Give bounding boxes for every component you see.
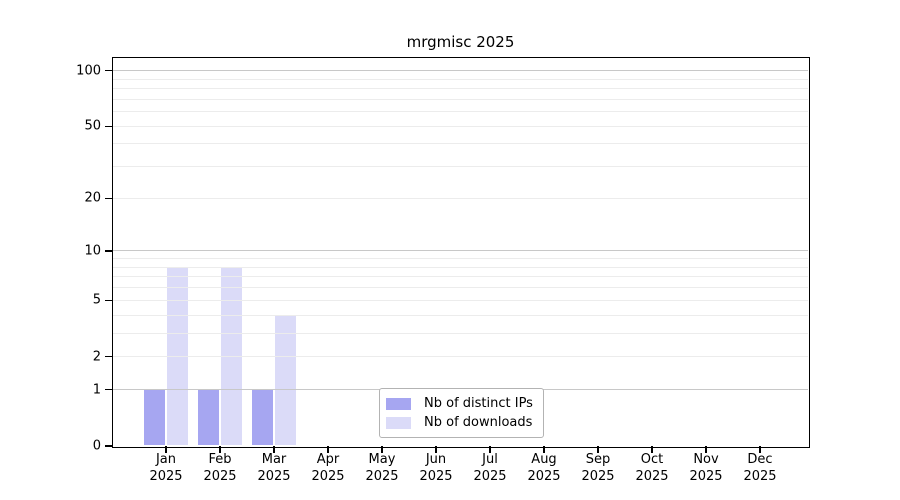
minor-gridline xyxy=(113,98,808,100)
y-tick xyxy=(105,299,113,301)
axis-frame xyxy=(111,56,810,448)
x-tick-year: 2025 xyxy=(311,469,345,484)
minor-gridline xyxy=(113,78,808,80)
x-tick-year: 2025 xyxy=(203,469,237,484)
y-tick-label: 20 xyxy=(84,190,101,206)
x-tick-year: 2025 xyxy=(365,469,399,484)
x-tick xyxy=(759,446,761,453)
legend-item-distinct-ips: Nb of distinct IPs xyxy=(386,396,543,411)
x-tick xyxy=(435,446,437,453)
legend: Nb of distinct IPs Nb of downloads xyxy=(379,388,544,438)
bar-downloads-mar xyxy=(275,315,296,445)
legend-label-distinct-ips: Nb of distinct IPs xyxy=(424,396,533,411)
y-tick-label: 0 xyxy=(92,438,101,454)
y-tick xyxy=(105,445,113,447)
minor-gridline xyxy=(113,314,808,316)
x-tick xyxy=(219,446,221,453)
legend-item-downloads: Nb of downloads xyxy=(386,415,543,430)
minor-gridline xyxy=(113,356,808,358)
y-tick xyxy=(105,250,113,252)
minor-gridline xyxy=(113,197,808,199)
minor-gridline xyxy=(113,299,808,301)
x-tick-label-dec: Dec 2025 xyxy=(730,451,790,485)
y-tick-label: 1 xyxy=(92,382,101,398)
x-tick-label-apr: Apr 2025 xyxy=(298,451,358,485)
minor-gridline xyxy=(113,276,808,278)
y-tick-label: 100 xyxy=(76,63,101,79)
legend-label-downloads: Nb of downloads xyxy=(424,415,533,430)
x-tick xyxy=(705,446,707,453)
x-tick-label-nov: Nov 2025 xyxy=(676,451,736,485)
x-tick-year: 2025 xyxy=(581,469,615,484)
x-tick-year: 2025 xyxy=(257,469,291,484)
x-tick xyxy=(327,446,329,453)
x-tick-month: Oct xyxy=(640,452,664,467)
legend-swatch-downloads xyxy=(386,416,411,429)
x-tick-year: 2025 xyxy=(419,469,453,484)
bar-distinct-ips-jan xyxy=(144,389,165,445)
x-tick-year: 2025 xyxy=(743,469,777,484)
minor-gridline xyxy=(113,266,808,268)
x-tick-label-may: May 2025 xyxy=(352,451,412,485)
x-tick-month: Jul xyxy=(482,452,498,467)
y-tick xyxy=(105,389,113,391)
x-tick xyxy=(489,446,491,453)
y-tick xyxy=(105,197,113,199)
y-tick xyxy=(105,125,113,127)
minor-gridline xyxy=(113,287,808,289)
minor-gridline xyxy=(113,88,808,90)
x-tick xyxy=(543,446,545,453)
x-tick-label-mar: Mar 2025 xyxy=(244,451,304,485)
chart-title: mrgmisc 2025 xyxy=(406,33,515,51)
y-tick xyxy=(105,356,113,358)
minor-gridline xyxy=(113,143,808,145)
x-tick-month: Nov xyxy=(693,452,719,467)
x-tick-month: Sep xyxy=(585,452,611,467)
bar-distinct-ips-mar xyxy=(252,389,273,445)
x-tick-month: Aug xyxy=(531,452,557,467)
y-tick-label: 2 xyxy=(92,349,101,365)
x-tick-year: 2025 xyxy=(473,469,507,484)
x-tick-month: Jun xyxy=(425,452,447,467)
minor-gridline xyxy=(113,166,808,168)
x-tick xyxy=(273,446,275,453)
x-tick-year: 2025 xyxy=(527,469,561,484)
y-tick-label: 10 xyxy=(84,243,101,259)
x-tick-label-jun: Jun 2025 xyxy=(406,451,466,485)
x-tick-month: Feb xyxy=(208,452,232,467)
x-tick-year: 2025 xyxy=(149,469,183,484)
x-tick-month: Apr xyxy=(316,452,340,467)
x-tick-year: 2025 xyxy=(635,469,669,484)
x-tick-month: Mar xyxy=(261,452,287,467)
x-tick-month: Dec xyxy=(747,452,773,467)
x-tick-label-sep: Sep 2025 xyxy=(568,451,628,485)
y-tick-label: 5 xyxy=(92,292,101,308)
x-tick-year: 2025 xyxy=(689,469,723,484)
legend-swatch-distinct-ips xyxy=(386,397,411,410)
minor-gridline xyxy=(113,111,808,113)
x-tick-label-jan: Jan 2025 xyxy=(136,451,196,485)
major-gridline xyxy=(113,250,808,252)
y-tick xyxy=(105,70,113,72)
x-tick-label-feb: Feb 2025 xyxy=(190,451,250,485)
x-tick-month: Jan xyxy=(155,452,177,467)
minor-gridline xyxy=(113,258,808,260)
minor-gridline xyxy=(113,125,808,127)
x-tick xyxy=(165,446,167,453)
x-tick xyxy=(597,446,599,453)
x-tick-label-aug: Aug 2025 xyxy=(514,451,574,485)
bar-distinct-ips-feb xyxy=(198,389,219,445)
major-gridline xyxy=(113,70,808,72)
x-tick-label-jul: Jul 2025 xyxy=(460,451,520,485)
x-tick xyxy=(381,446,383,453)
minor-gridline xyxy=(113,332,808,334)
y-tick-label: 50 xyxy=(84,118,101,134)
x-tick-month: May xyxy=(368,452,396,467)
x-tick-label-oct: Oct 2025 xyxy=(622,451,682,485)
x-tick xyxy=(651,446,653,453)
